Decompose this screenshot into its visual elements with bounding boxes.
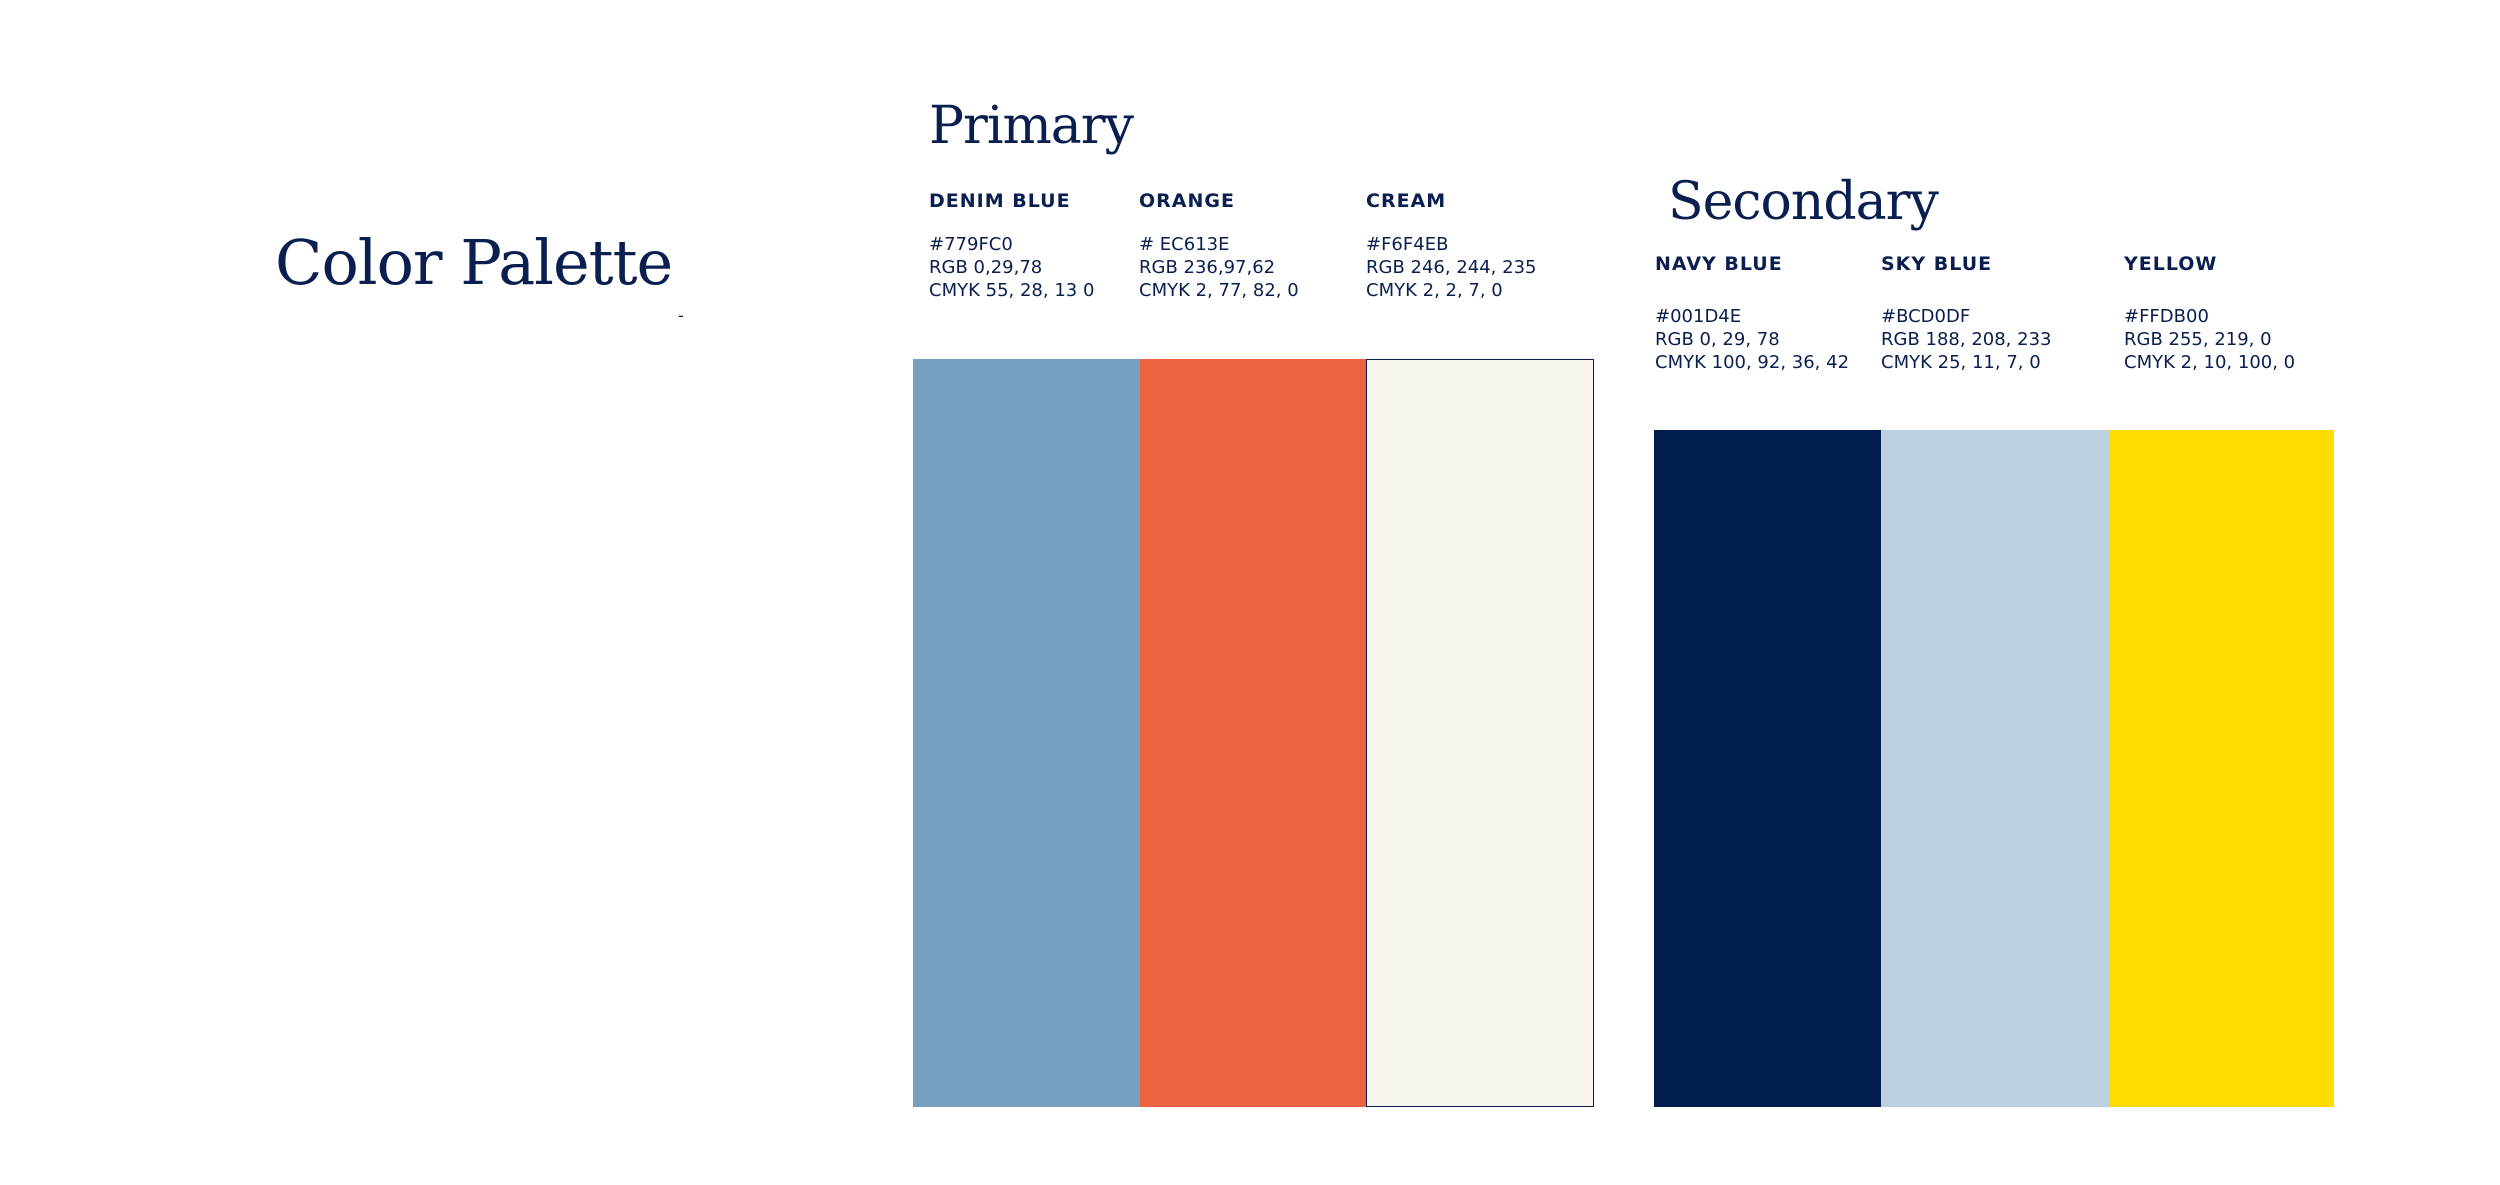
rgb-value: RGB 188, 208, 233 (1881, 329, 2052, 350)
swatch-info-yellow: YELLOW #FFDB00 RGB 255, 219, 0 CMYK 2, 1… (2124, 253, 2344, 374)
swatch-cream (1366, 359, 1594, 1107)
swatch-info-sky-blue: SKY BLUE #BCD0DF RGB 188, 208, 233 CMYK … (1881, 253, 2101, 374)
swatch-specs: #001D4E RGB 0, 29, 78 CMYK 100, 92, 36, … (1655, 305, 1875, 374)
swatch-name: CREAM (1366, 190, 1447, 212)
swatch-info-denim-blue: DENIM BLUE #779FC0 RGB 0,29,78 CMYK 55, … (929, 190, 1149, 302)
swatch-yellow (2109, 430, 2334, 1107)
swatch-specs: #779FC0 RGB 0,29,78 CMYK 55, 28, 13 0 (929, 233, 1149, 302)
title-dash: - (678, 306, 684, 325)
swatch-denim-blue (913, 359, 1140, 1107)
swatch-orange (1140, 359, 1366, 1107)
rgb-value: RGB 255, 219, 0 (2124, 329, 2272, 350)
swatch-specs: #BCD0DF RGB 188, 208, 233 CMYK 25, 11, 7… (1881, 305, 2101, 374)
swatch-info-cream: CREAM #F6F4EB RGB 246, 244, 235 CMYK 2, … (1366, 190, 1586, 302)
hex-value: #FFDB00 (2124, 306, 2209, 327)
swatch-name: SKY BLUE (1881, 253, 1993, 275)
rgb-value: RGB 0,29,78 (929, 257, 1043, 278)
swatch-specs: #FFDB00 RGB 255, 219, 0 CMYK 2, 10, 100,… (2124, 305, 2344, 374)
primary-heading: Primary (929, 96, 1134, 156)
rgb-value: RGB 246, 244, 235 (1366, 257, 1537, 278)
cmyk-value: CMYK 25, 11, 7, 0 (1881, 352, 2041, 373)
swatch-specs: #F6F4EB RGB 246, 244, 235 CMYK 2, 2, 7, … (1366, 233, 1586, 302)
page-title: Color Palette (275, 226, 673, 299)
swatch-name: YELLOW (2124, 253, 2218, 275)
rgb-value: RGB 0, 29, 78 (1655, 329, 1780, 350)
hex-value: #F6F4EB (1366, 234, 1449, 255)
hex-value: #001D4E (1655, 306, 1742, 327)
hex-value: #779FC0 (929, 234, 1013, 255)
swatch-name: NAVY BLUE (1655, 253, 1783, 275)
cmyk-value: CMYK 2, 2, 7, 0 (1366, 280, 1503, 301)
swatch-navy-blue (1654, 430, 1881, 1107)
rgb-value: RGB 236,97,62 (1139, 257, 1276, 278)
cmyk-value: CMYK 100, 92, 36, 42 (1655, 352, 1850, 373)
hex-value: # EC613E (1139, 234, 1230, 255)
swatch-info-navy-blue: NAVY BLUE #001D4E RGB 0, 29, 78 CMYK 100… (1655, 253, 1875, 374)
swatch-info-orange: ORANGE # EC613E RGB 236,97,62 CMYK 2, 77… (1139, 190, 1359, 302)
cmyk-value: CMYK 55, 28, 13 0 (929, 280, 1095, 301)
swatch-specs: # EC613E RGB 236,97,62 CMYK 2, 77, 82, 0 (1139, 233, 1359, 302)
swatch-name: DENIM BLUE (929, 190, 1071, 212)
cmyk-value: CMYK 2, 10, 100, 0 (2124, 352, 2296, 373)
swatch-name: ORANGE (1139, 190, 1235, 212)
cmyk-value: CMYK 2, 77, 82, 0 (1139, 280, 1299, 301)
secondary-heading: Secondary (1668, 172, 1939, 232)
hex-value: #BCD0DF (1881, 306, 1971, 327)
swatch-sky-blue (1881, 430, 2109, 1107)
